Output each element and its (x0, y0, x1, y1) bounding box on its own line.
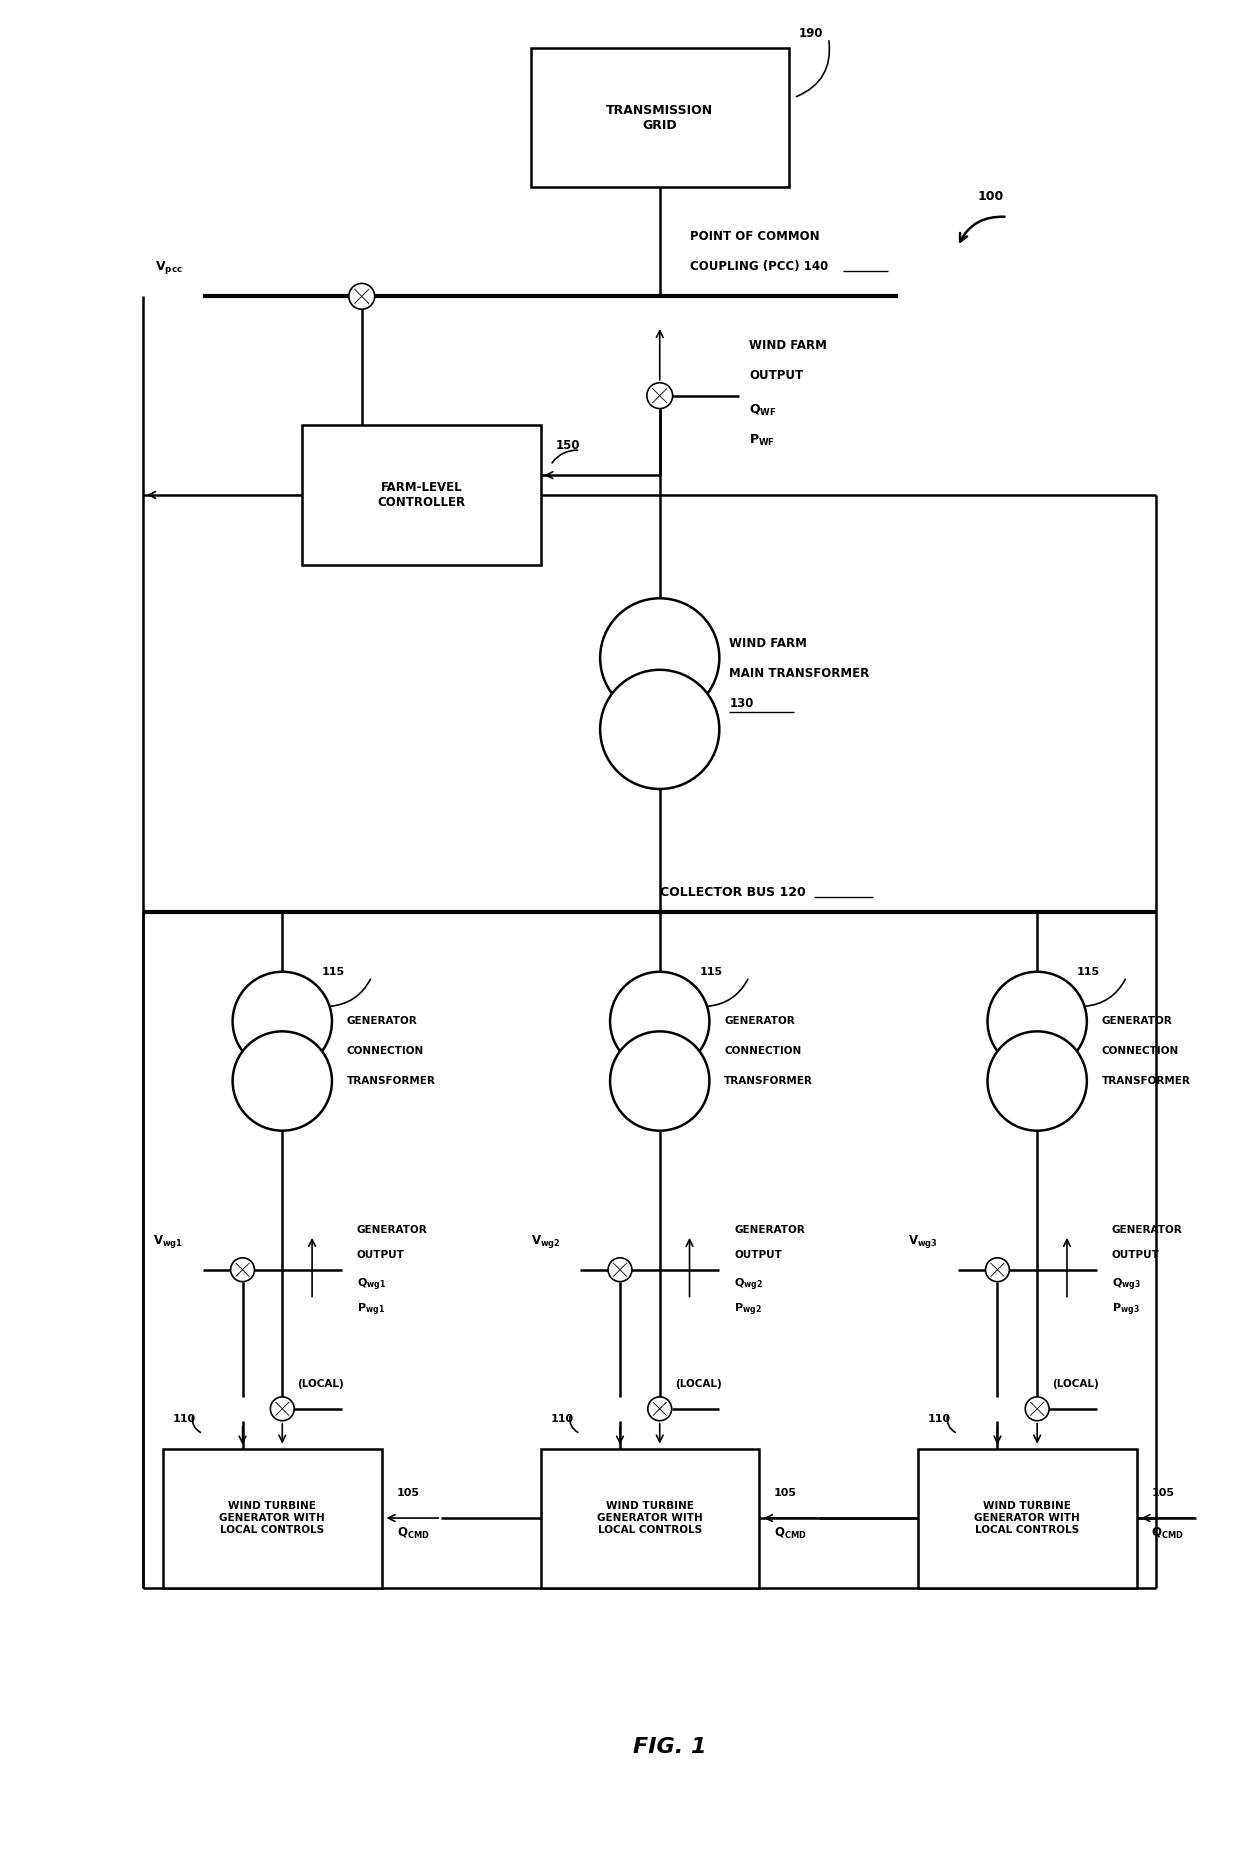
Text: GENERATOR: GENERATOR (734, 1224, 805, 1236)
Text: $\mathbf{V_{wg3}}$: $\mathbf{V_{wg3}}$ (908, 1234, 937, 1250)
Text: WIND TURBINE
GENERATOR WITH
LOCAL CONTROLS: WIND TURBINE GENERATOR WITH LOCAL CONTRO… (975, 1501, 1080, 1535)
Text: 150: 150 (556, 438, 580, 451)
Text: 105: 105 (1152, 1488, 1174, 1498)
Text: 110: 110 (174, 1413, 196, 1425)
Bar (164, 1449, 382, 1587)
Bar (541, 1449, 759, 1587)
Text: GENERATOR: GENERATOR (357, 1224, 428, 1236)
Bar (918, 1449, 1137, 1587)
Text: 105: 105 (397, 1488, 419, 1498)
Text: GENERATOR: GENERATOR (347, 1016, 418, 1026)
Text: $\mathbf{P_{wg2}}$: $\mathbf{P_{wg2}}$ (734, 1301, 763, 1318)
Text: WIND FARM: WIND FARM (729, 638, 807, 650)
Text: (LOCAL): (LOCAL) (675, 1380, 722, 1389)
Text: CONNECTION: CONNECTION (347, 1046, 424, 1056)
Text: $\mathbf{P_{wg3}}$: $\mathbf{P_{wg3}}$ (1112, 1301, 1140, 1318)
Circle shape (987, 1031, 1086, 1131)
Text: WIND FARM: WIND FARM (749, 339, 827, 352)
Text: $\mathbf{V_{wg2}}$: $\mathbf{V_{wg2}}$ (531, 1234, 560, 1250)
Text: $\mathbf{P_{WF}}$: $\mathbf{P_{WF}}$ (749, 432, 775, 447)
Text: $\mathbf{Q_{CMD}}$: $\mathbf{Q_{CMD}}$ (1152, 1526, 1184, 1541)
Text: OUTPUT: OUTPUT (1112, 1250, 1159, 1260)
Text: 130: 130 (729, 696, 754, 709)
Text: GENERATOR: GENERATOR (1102, 1016, 1173, 1026)
Text: TRANSFORMER: TRANSFORMER (1102, 1076, 1190, 1086)
Text: GENERATOR: GENERATOR (1112, 1224, 1183, 1236)
Text: $\mathbf{V_{pcc}}$: $\mathbf{V_{pcc}}$ (155, 260, 184, 277)
Text: 100: 100 (977, 191, 1004, 204)
Circle shape (270, 1397, 294, 1421)
Text: TRANSFORMER: TRANSFORMER (347, 1076, 435, 1086)
Circle shape (608, 1258, 632, 1282)
Text: CONNECTION: CONNECTION (1102, 1046, 1179, 1056)
Text: FIG. 1: FIG. 1 (632, 1737, 707, 1756)
Circle shape (610, 972, 709, 1071)
Text: 115: 115 (322, 966, 345, 977)
Circle shape (610, 1031, 709, 1131)
Circle shape (231, 1258, 254, 1282)
Text: $\mathbf{Q_{wg1}}$: $\mathbf{Q_{wg1}}$ (357, 1277, 386, 1294)
Text: $\mathbf{Q_{wg3}}$: $\mathbf{Q_{wg3}}$ (1112, 1277, 1141, 1294)
Circle shape (233, 972, 332, 1071)
Bar (531, 49, 789, 187)
Text: OUTPUT: OUTPUT (734, 1250, 782, 1260)
Text: MAIN TRANSFORMER: MAIN TRANSFORMER (729, 666, 869, 680)
Text: FARM-LEVEL
CONTROLLER: FARM-LEVEL CONTROLLER (377, 481, 465, 509)
Text: $\mathbf{V_{wg1}}$: $\mathbf{V_{wg1}}$ (153, 1234, 184, 1250)
Text: TRANSFORMER: TRANSFORMER (724, 1076, 813, 1086)
Text: 110: 110 (928, 1413, 951, 1425)
Circle shape (233, 1031, 332, 1131)
Circle shape (647, 382, 672, 408)
Text: 190: 190 (799, 26, 823, 39)
Text: COLLECTOR BUS 120: COLLECTOR BUS 120 (660, 885, 806, 899)
Text: WIND TURBINE
GENERATOR WITH
LOCAL CONTROLS: WIND TURBINE GENERATOR WITH LOCAL CONTRO… (219, 1501, 325, 1535)
Text: CONNECTION: CONNECTION (724, 1046, 801, 1056)
Circle shape (1025, 1397, 1049, 1421)
Text: 105: 105 (774, 1488, 797, 1498)
Text: WIND TURBINE
GENERATOR WITH
LOCAL CONTROLS: WIND TURBINE GENERATOR WITH LOCAL CONTRO… (596, 1501, 703, 1535)
Circle shape (600, 599, 719, 717)
Text: 115: 115 (699, 966, 723, 977)
Bar (303, 425, 541, 565)
Text: (LOCAL): (LOCAL) (1052, 1380, 1099, 1389)
Text: COUPLING (PCC) 140: COUPLING (PCC) 140 (689, 260, 828, 273)
Text: OUTPUT: OUTPUT (749, 369, 804, 382)
Text: $\mathbf{Q_{CMD}}$: $\mathbf{Q_{CMD}}$ (774, 1526, 807, 1541)
Circle shape (986, 1258, 1009, 1282)
Text: $\mathbf{Q_{wg2}}$: $\mathbf{Q_{wg2}}$ (734, 1277, 764, 1294)
Text: $\mathbf{P_{wg1}}$: $\mathbf{P_{wg1}}$ (357, 1301, 384, 1318)
Circle shape (987, 972, 1086, 1071)
Text: $\mathbf{Q_{WF}}$: $\mathbf{Q_{WF}}$ (749, 402, 776, 417)
Text: POINT OF COMMON: POINT OF COMMON (689, 230, 820, 243)
Circle shape (348, 283, 374, 309)
Text: TRANSMISSION
GRID: TRANSMISSION GRID (606, 103, 713, 131)
Text: $\mathbf{Q_{CMD}}$: $\mathbf{Q_{CMD}}$ (397, 1526, 429, 1541)
Circle shape (647, 1397, 672, 1421)
Text: 110: 110 (551, 1413, 574, 1425)
Text: GENERATOR: GENERATOR (724, 1016, 795, 1026)
Text: OUTPUT: OUTPUT (357, 1250, 404, 1260)
Text: 115: 115 (1076, 966, 1100, 977)
Text: (LOCAL): (LOCAL) (298, 1380, 343, 1389)
Circle shape (600, 670, 719, 788)
